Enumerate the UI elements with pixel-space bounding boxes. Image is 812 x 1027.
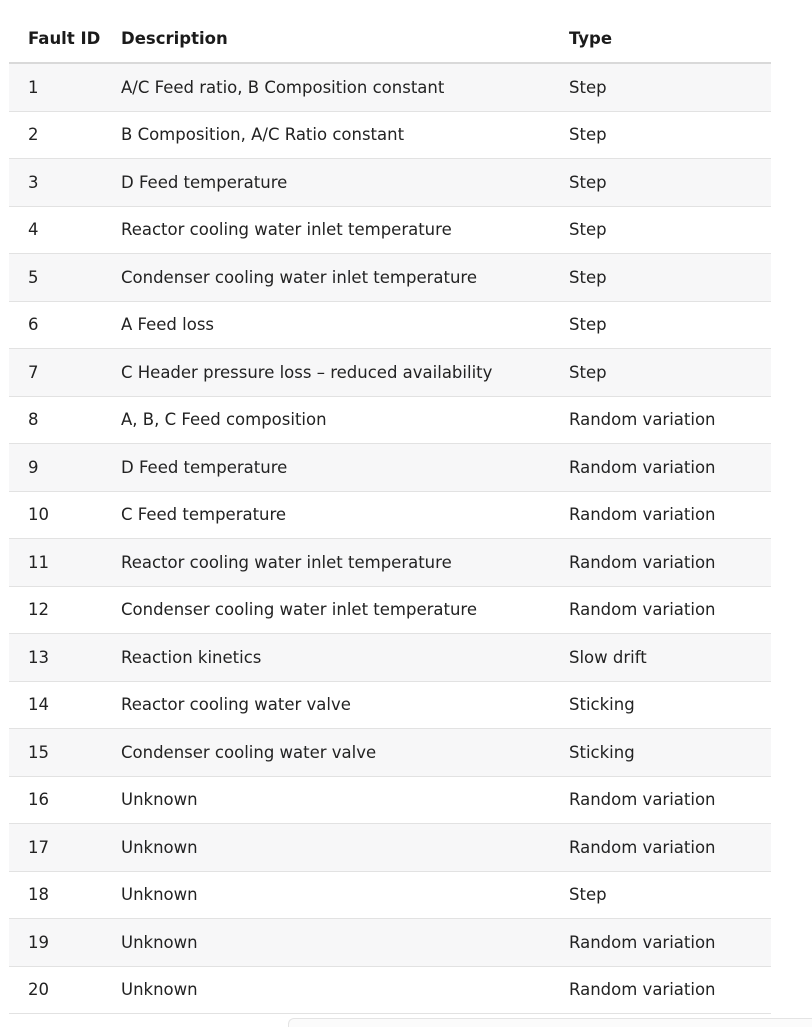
table-row: 14 Reactor cooling water valve Sticking	[9, 681, 771, 729]
fault-id-cell: 4	[9, 206, 121, 254]
type-cell: Step	[569, 111, 771, 159]
fault-id-cell: 17	[9, 823, 121, 872]
fault-table-container: Fault ID Description Type 1 A/C Feed rati…	[9, 14, 771, 1014]
description-cell: Reactor cooling water inlet temperature	[121, 538, 569, 587]
description-cell: D Feed temperature	[121, 158, 569, 207]
description-cell: Reactor cooling water inlet temperature	[121, 206, 569, 254]
fault-id-cell: 3	[9, 158, 121, 207]
header-type: Type	[569, 14, 771, 64]
type-cell: Slow drift	[569, 633, 771, 682]
fault-id-cell: 16	[9, 776, 121, 824]
table-row: 19 Unknown Random variation	[9, 918, 771, 967]
type-cell: Step	[569, 253, 771, 302]
description-cell: A, B, C Feed composition	[121, 396, 569, 444]
table-row: 20 Unknown Random variation	[9, 966, 771, 1014]
description-cell: C Header pressure loss – reduced availab…	[121, 348, 569, 397]
type-cell: Sticking	[569, 728, 771, 777]
description-cell: Unknown	[121, 966, 569, 1014]
type-cell: Step	[569, 348, 771, 397]
header-fault-id: Fault ID	[9, 14, 121, 64]
type-cell: Random variation	[569, 491, 771, 539]
horizontal-scrollbar[interactable]	[288, 1018, 812, 1027]
type-cell: Step	[569, 63, 771, 112]
type-cell: Step	[569, 206, 771, 254]
table-row: 8 A, B, C Feed composition Random variatio…	[9, 396, 771, 444]
description-cell: Condenser cooling water valve	[121, 728, 569, 777]
type-cell: Random variation	[569, 918, 771, 967]
description-cell: A/C Feed ratio, B Composition constant	[121, 63, 569, 112]
fault-id-cell: 9	[9, 443, 121, 492]
fault-id-cell: 13	[9, 633, 121, 682]
fault-id-cell: 15	[9, 728, 121, 777]
description-cell: Unknown	[121, 918, 569, 967]
table-row: 16 Unknown Random variation	[9, 776, 771, 824]
fault-id-cell: 10	[9, 491, 121, 539]
table-row: 4 Reactor cooling water inlet temperature…	[9, 206, 771, 254]
description-cell: D Feed temperature	[121, 443, 569, 492]
description-cell: Unknown	[121, 871, 569, 919]
description-cell: C Feed temperature	[121, 491, 569, 539]
fault-id-cell: 14	[9, 681, 121, 729]
table-row: 15 Condenser cooling water valve Sticking	[9, 728, 771, 777]
table-row: 18 Unknown Step	[9, 871, 771, 919]
table-row: 1 A/C Feed ratio, B Composition constant S…	[9, 63, 771, 112]
description-cell: Unknown	[121, 776, 569, 824]
fault-id-cell: 7	[9, 348, 121, 397]
table-row: 5 Condenser cooling water inlet temperatu…	[9, 253, 771, 302]
fault-id-cell: 6	[9, 301, 121, 349]
table-row: 17 Unknown Random variation	[9, 823, 771, 872]
description-cell: Unknown	[121, 823, 569, 872]
description-cell: Condenser cooling water inlet temperatur…	[121, 586, 569, 634]
fault-id-cell: 11	[9, 538, 121, 587]
type-cell: Random variation	[569, 776, 771, 824]
table-row: 11 Reactor cooling water inlet temperatur…	[9, 538, 771, 587]
type-cell: Random variation	[569, 443, 771, 492]
fault-id-cell: 8	[9, 396, 121, 444]
fault-id-cell: 5	[9, 253, 121, 302]
table-row: 12 Condenser cooling water inlet temperat…	[9, 586, 771, 634]
header-row: Fault ID Description Type	[9, 14, 771, 64]
description-cell: A Feed loss	[121, 301, 569, 349]
type-cell: Random variation	[569, 966, 771, 1014]
description-cell: B Composition, A/C Ratio constant	[121, 111, 569, 159]
table-header: Fault ID Description Type	[9, 14, 771, 64]
table-body: 1 A/C Feed ratio, B Composition constant S…	[9, 63, 771, 1014]
type-cell: Sticking	[569, 681, 771, 729]
table-row: 13 Reaction kinetics Slow drift	[9, 633, 771, 682]
fault-id-cell: 19	[9, 918, 121, 967]
description-cell: Reaction kinetics	[121, 633, 569, 682]
fault-id-cell: 2	[9, 111, 121, 159]
table-row: 10 C Feed temperature Random variation	[9, 491, 771, 539]
type-cell: Random variation	[569, 586, 771, 634]
type-cell: Random variation	[569, 396, 771, 444]
fault-id-cell: 20	[9, 966, 121, 1014]
type-cell: Step	[569, 158, 771, 207]
description-cell: Reactor cooling water valve	[121, 681, 569, 729]
fault-id-cell: 18	[9, 871, 121, 919]
fault-id-cell: 12	[9, 586, 121, 634]
type-cell: Step	[569, 301, 771, 349]
fault-table: Fault ID Description Type 1 A/C Feed rati…	[9, 14, 771, 1014]
type-cell: Random variation	[569, 538, 771, 587]
fault-id-cell: 1	[9, 63, 121, 112]
description-cell: Condenser cooling water inlet temperatur…	[121, 253, 569, 302]
type-cell: Random variation	[569, 823, 771, 872]
header-description: Description	[121, 14, 569, 64]
type-cell: Step	[569, 871, 771, 919]
